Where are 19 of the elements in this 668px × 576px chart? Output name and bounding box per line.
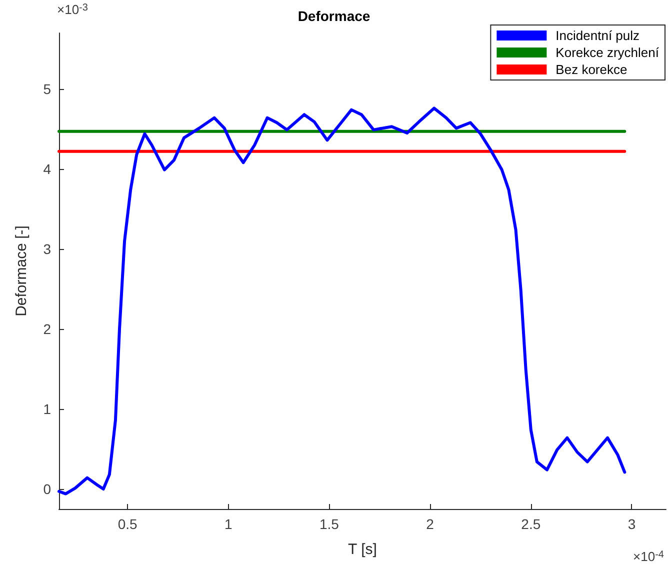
- legend-label: Incidentní pulz: [556, 28, 640, 43]
- legend-label: Korekce zrychlení: [556, 45, 660, 60]
- y-tick-label: 5: [43, 81, 52, 97]
- x-tick-label: 1: [224, 516, 232, 532]
- chart-title: Deformace: [298, 8, 370, 24]
- x-tick-label: 2: [426, 516, 434, 532]
- x-tick-label: 2.5: [521, 516, 541, 532]
- y-tick-label: 1: [43, 401, 52, 417]
- x-tick-label: 3: [628, 516, 636, 532]
- y-tick-label: 2: [43, 321, 52, 337]
- y-tick-label: 3: [43, 241, 52, 257]
- x-tick-label: 1.5: [319, 516, 340, 532]
- x-tick-label: 0.5: [118, 516, 138, 532]
- x-axis-title: T [s]: [348, 541, 377, 558]
- y-tick-label: 4: [43, 161, 52, 177]
- y-axis-title: Deformace [-]: [13, 226, 30, 316]
- y-tick-label: 0: [43, 481, 52, 497]
- legend-label: Bez korekce: [556, 62, 628, 77]
- line-series: [58, 106, 626, 496]
